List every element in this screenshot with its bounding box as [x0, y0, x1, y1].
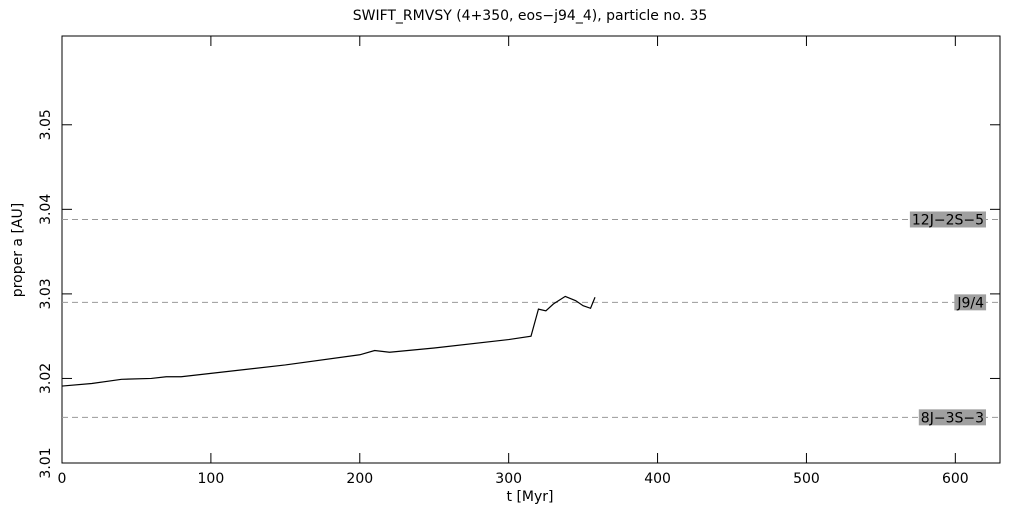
plot-frame [61, 35, 1001, 464]
x-tick-label: 600 [942, 471, 969, 487]
resonance-label: J9/4 [956, 295, 984, 311]
y-tick-label: 3.05 [38, 109, 54, 140]
data-line [61, 295, 596, 387]
x-axis-label: t [Myr] [507, 489, 554, 505]
x-tick-label: 200 [346, 471, 373, 487]
y-tick-label: 3.04 [38, 194, 54, 225]
x-tick-label: 400 [644, 471, 671, 487]
resonance-label-box [918, 409, 986, 426]
y-axis-label: proper a [AU] [10, 203, 26, 297]
chart-title: SWIFT_RMVSY (4+350, eos−j94_4), particle… [353, 8, 708, 24]
resonance-label-box [909, 211, 986, 228]
resonance-label: 12J−2S−5 [912, 212, 984, 228]
x-tick-label: 100 [198, 471, 225, 487]
x-tick-label: 0 [58, 471, 67, 487]
x-tick-label: 300 [495, 471, 522, 487]
resonance-label-box [954, 294, 987, 311]
x-tick-label: 500 [793, 471, 820, 487]
y-tick-label: 3.02 [38, 363, 54, 394]
resonance-label: 8J−3S−3 [921, 410, 984, 426]
y-tick-label: 3.03 [38, 278, 54, 309]
y-tick-label: 3.01 [38, 447, 54, 478]
